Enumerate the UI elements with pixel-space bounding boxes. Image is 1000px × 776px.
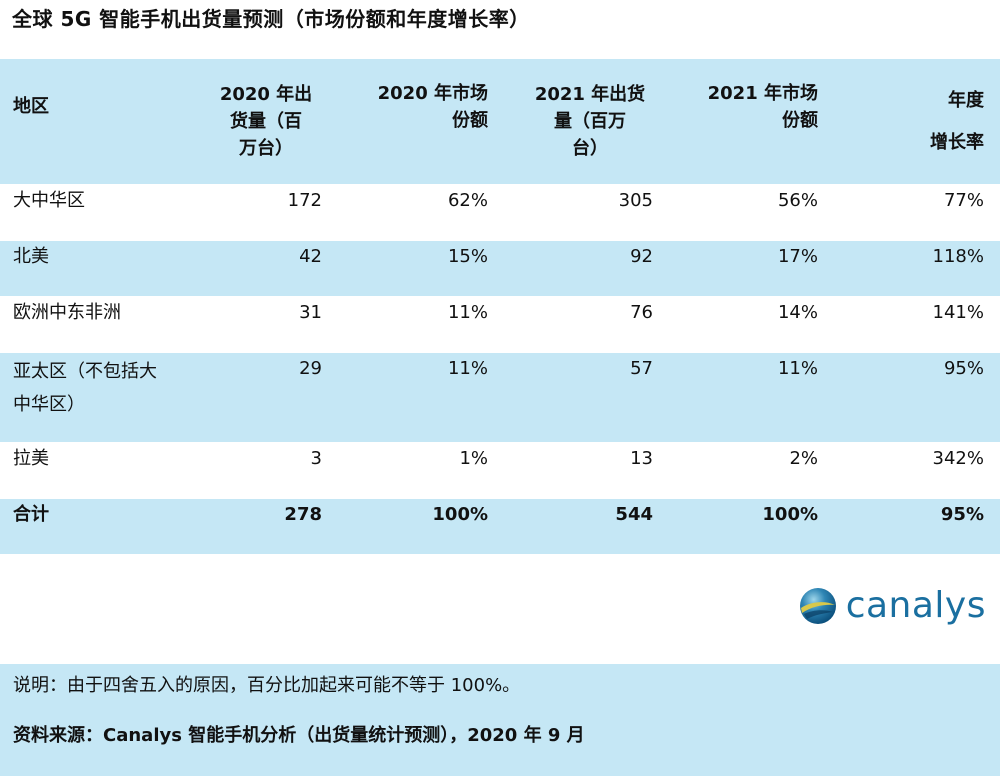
cell-growth: 342% (932, 448, 984, 469)
table-row: 亚太区（不包括大 中华区） 29 11% 57 11% 95% (0, 353, 1000, 443)
cell-region: 亚太区（不包括大 中华区） (13, 361, 157, 415)
cell-shipments-2021: 305 (618, 190, 653, 211)
cell-share-2020: 1% (459, 448, 488, 469)
cell-growth: 118% (932, 246, 984, 267)
cell-growth: 95% (940, 504, 984, 525)
cell-region: 拉美 (13, 448, 49, 469)
footnote: 说明：由于四舍五入的原因，百分比加起来可能不等于 100%。 (13, 675, 521, 696)
footer: 说明：由于四舍五入的原因，百分比加起来可能不等于 100%。 资料来源：Cana… (0, 664, 1000, 776)
header-growth: 年度 增长率 (930, 89, 984, 153)
cell-shipments-2020: 31 (299, 302, 322, 323)
canalys-globe-icon (799, 588, 836, 624)
table-header: 地区 2020 年出 货量（百 万台） 2020 年市场 份额 2021 年出货… (0, 59, 1000, 185)
cell-shipments-2020: 278 (284, 504, 322, 525)
cell-shipments-2021: 13 (630, 448, 653, 469)
cell-share-2021: 2% (789, 448, 818, 469)
header-shipments-2020: 2020 年出 货量（百 万台） (219, 84, 313, 159)
table-row: 大中华区 172 62% 305 56% 77% (0, 185, 1000, 241)
table-row: 拉美 3 1% 13 2% 342% (0, 443, 1000, 499)
logo-text: canalys (845, 585, 986, 626)
cell-share-2020: 100% (432, 504, 488, 525)
page-title: 全球 5G 智能手机出货量预测（市场份额和年度增长率） (12, 7, 530, 31)
cell-shipments-2020: 29 (299, 358, 322, 379)
cell-region: 欧洲中东非洲 (13, 302, 121, 323)
cell-share-2021: 14% (777, 302, 818, 323)
cell-shipments-2021: 544 (615, 504, 653, 525)
cell-shipments-2020: 3 (310, 448, 322, 469)
table-total-row: 合计 278 100% 544 100% 95% (0, 499, 1000, 555)
cell-share-2020: 15% (447, 246, 488, 267)
cell-share-2020: 62% (447, 190, 488, 211)
cell-shipments-2021: 57 (630, 358, 653, 379)
source-line: 资料来源：Canalys 智能手机分析（出货量统计预测），2020 年 9 月 (13, 725, 585, 746)
cell-share-2021: 11% (777, 358, 818, 379)
cell-growth: 141% (932, 302, 984, 323)
header-share-2021: 2021 年市场 份额 (707, 82, 818, 131)
shipment-table: 地区 2020 年出 货量（百 万台） 2020 年市场 份额 2021 年出货… (0, 59, 1000, 555)
cell-growth: 77% (943, 190, 984, 211)
cell-share-2021: 17% (777, 246, 818, 267)
cell-shipments-2021: 76 (630, 302, 653, 323)
cell-share-2020: 11% (447, 358, 488, 379)
header-share-2020: 2020 年市场 份额 (377, 82, 488, 131)
table-row: 北美 42 15% 92 17% 118% (0, 241, 1000, 297)
header-shipments-2021: 2021 年出货 量（百万 台） (534, 84, 646, 159)
cell-shipments-2020: 42 (299, 246, 322, 267)
cell-region: 北美 (13, 246, 49, 267)
cell-share-2020: 11% (447, 302, 488, 323)
cell-shipments-2021: 92 (630, 246, 653, 267)
cell-shipments-2020: 172 (287, 190, 322, 211)
canalys-logo: canalys (798, 584, 986, 628)
cell-region: 大中华区 (13, 190, 85, 211)
cell-share-2021: 56% (777, 190, 818, 211)
cell-share-2021: 100% (762, 504, 818, 525)
cell-region: 合计 (13, 504, 49, 525)
cell-growth: 95% (943, 358, 984, 379)
table-row: 欧洲中东非洲 31 11% 76 14% 141% (0, 297, 1000, 353)
header-region: 地区 (13, 96, 49, 117)
